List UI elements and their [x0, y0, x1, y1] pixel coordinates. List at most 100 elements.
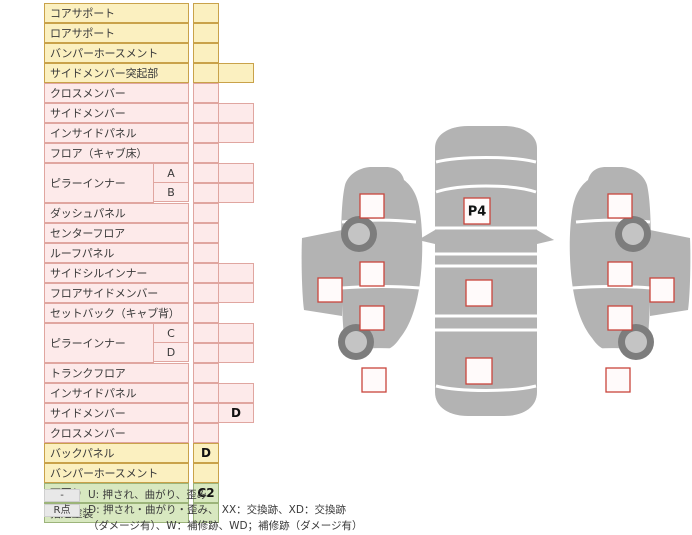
damage-marker-cell: D [193, 443, 219, 463]
marker-box-center-mid [465, 279, 493, 307]
damage-marker-cell [193, 43, 219, 63]
table-row: ピラーインナー C D [44, 323, 254, 363]
damage-marker-cell [218, 323, 254, 343]
marker-box-center-bottom [465, 357, 493, 385]
damage-marker-cell [193, 363, 219, 383]
marker-box-left-front [359, 193, 385, 219]
damage-marker-cell [218, 263, 254, 283]
table-row: バンパーホースメント [44, 43, 250, 63]
damage-marker-cell [193, 223, 219, 243]
damage-marker-cell [193, 343, 219, 363]
part-name: フロアサイドメンバー [44, 283, 189, 303]
damage-marker-cell [193, 3, 219, 23]
sub-label: A [153, 163, 189, 183]
part-name: ルーフパネル [44, 243, 189, 263]
damage-marker-cell [193, 63, 219, 83]
left-door-panel [301, 230, 342, 316]
sub-label: D [153, 342, 189, 362]
marker-box-left-mid-lower [359, 305, 385, 331]
marker-label-center-top: P4 [468, 205, 487, 220]
damage-marker-cell [218, 183, 254, 203]
damage-marker-cell [218, 103, 254, 123]
table-row: バンパーホースメント [44, 463, 250, 483]
legend-key-dash: - [44, 489, 80, 502]
table-row: センターフロア [44, 223, 250, 243]
marker-box-right-rear [605, 367, 631, 393]
table-row: サイドメンバー突起部 [44, 63, 254, 83]
table-row: サイドメンバー [44, 103, 254, 123]
table-row: ダッシュパネル [44, 203, 250, 223]
damage-marker-cell [193, 123, 219, 143]
part-name: クロスメンバー [44, 423, 189, 443]
damage-marker-cell [218, 123, 254, 143]
part-name: バンパーホースメント [44, 463, 189, 483]
marker-box-left-mid-upper [359, 261, 385, 287]
part-name: セットバック（キャブ背） [44, 303, 189, 323]
table-row: ロアサポート [44, 23, 250, 43]
part-name: センターフロア [44, 223, 189, 243]
marker-box-right-door [649, 277, 675, 303]
part-name: バックパネル [44, 443, 189, 463]
marker-box-left-door [317, 277, 343, 303]
damage-marker-cell [193, 83, 219, 103]
table-row: フロア（キャブ床） [44, 143, 250, 163]
table-row: コアサポート [44, 3, 250, 23]
sub-label: B [153, 182, 189, 202]
damage-marker-cell [218, 383, 254, 403]
damage-marker-cell [193, 103, 219, 123]
marker-box-right-mid-lower [607, 305, 633, 331]
legend-text-2-cont: （ダメージ有）、W：補修跡、WD；補修跡（ダメージ有） [88, 520, 363, 532]
left-rear-tire [338, 324, 374, 360]
table-row: バックパネル D [44, 443, 250, 463]
table-row: サイドメンバー D [44, 403, 254, 423]
table-row: インサイドパネル [44, 383, 254, 403]
table-row: クロスメンバー [44, 423, 250, 443]
damage-marker-cell [193, 403, 219, 423]
right-vehicle-profile [569, 167, 691, 393]
damage-marker-cell [193, 203, 219, 223]
part-name: フロア（キャブ床） [44, 143, 189, 163]
table-row: フロアサイドメンバー [44, 283, 254, 303]
part-name: ピラーインナー [44, 323, 154, 363]
part-name: サイドメンバー [44, 403, 189, 423]
right-door-panel [650, 230, 691, 316]
part-name: コアサポート [44, 3, 189, 23]
damage-marker-cell [218, 283, 254, 303]
right-rear-tire [618, 324, 654, 360]
table-row: インサイドパネル [44, 123, 254, 143]
parts-damage-table: コアサポート ロアサポート バンパーホースメント サイドメンバー突起部 クロスメンバーサ… [44, 3, 254, 523]
part-name: トランクフロア [44, 363, 189, 383]
left-vehicle-profile [301, 167, 423, 393]
marker-box-center-top [463, 197, 491, 225]
marker-box-left-rear [361, 367, 387, 393]
damage-marker-cell: D [218, 403, 254, 423]
legend-text-2: D: 押され・曲がり・歪み、 XX：交換跡、XD：交換跡 [88, 504, 346, 516]
damage-marker-cell [193, 163, 219, 183]
damage-marker-cell [193, 243, 219, 263]
center-vehicle-topview: P4 [418, 126, 554, 416]
damage-marker-cell [218, 163, 254, 183]
sub-label: C [153, 323, 189, 343]
damage-marker-cell [193, 263, 219, 283]
damage-marker-cell [218, 343, 254, 363]
table-row: ルーフパネル [44, 243, 250, 263]
damage-marker-cell [193, 303, 219, 323]
table-row: クロスメンバー [44, 83, 250, 103]
damage-marker-cell [193, 463, 219, 483]
part-name: インサイドパネル [44, 123, 189, 143]
part-name: ロアサポート [44, 23, 189, 43]
damage-marker-cell [193, 143, 219, 163]
part-name: サイドシルインナー [44, 263, 189, 283]
table-row: サイドシルインナー [44, 263, 254, 283]
damage-marker-cell [193, 423, 219, 443]
damage-marker-cell [218, 63, 254, 83]
legend-text-1: U: 押され、曲がり、歪み [88, 489, 208, 501]
part-name: サイドメンバー [44, 103, 189, 123]
part-name: インサイドパネル [44, 383, 189, 403]
marker-box-right-mid-upper [607, 261, 633, 287]
right-front-tire [615, 216, 651, 252]
damage-marker-cell [193, 23, 219, 43]
part-name: ピラーインナー [44, 163, 154, 203]
damage-marker-cell [193, 503, 219, 523]
